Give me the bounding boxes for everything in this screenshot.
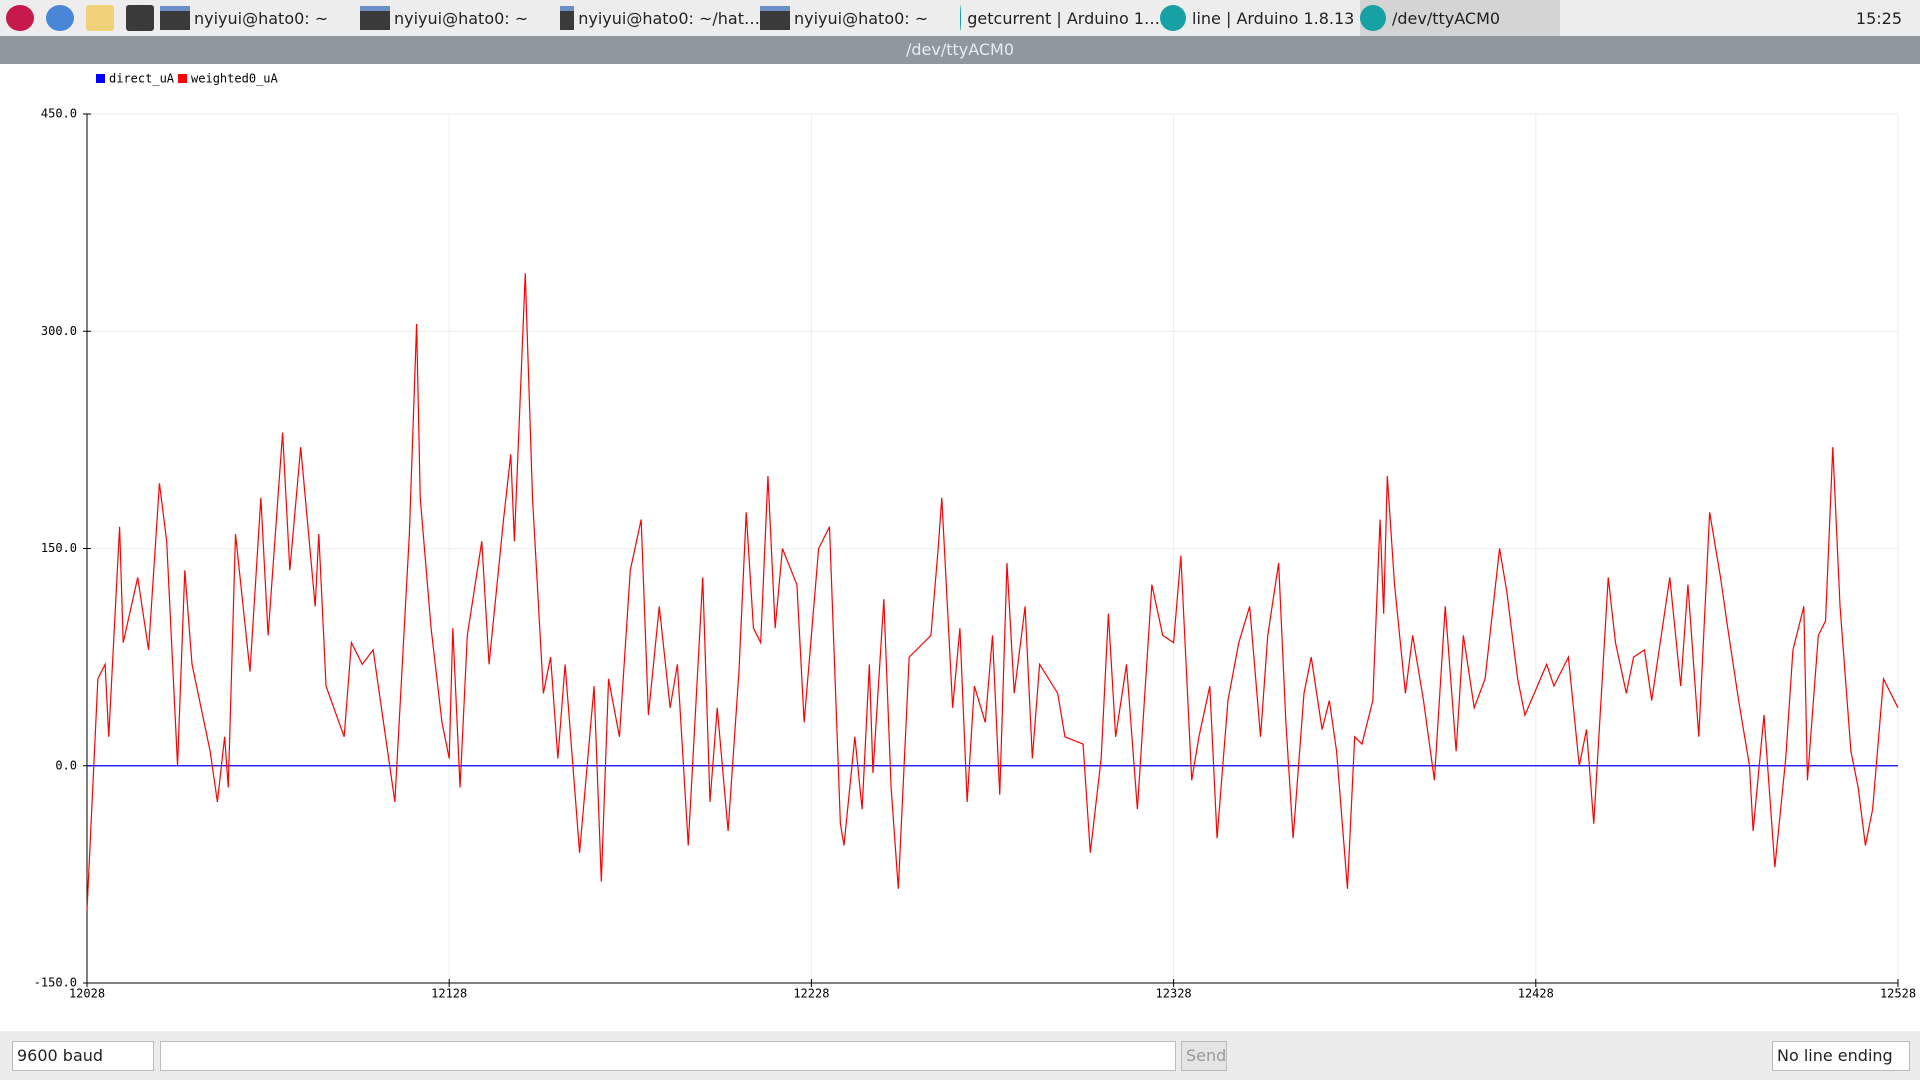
task[interactable]: nyiyui@hato0: ~ [360, 0, 560, 36]
baud-label: 9600 baud [17, 1046, 104, 1065]
task[interactable]: getcurrent | Arduino 1… [960, 0, 1160, 36]
legend-label: weighted0_uA [191, 72, 278, 86]
clock: 15:25 [1855, 9, 1902, 28]
task[interactable]: line | Arduino 1.8.13 [1160, 0, 1360, 36]
message-input[interactable] [160, 1041, 1176, 1071]
legend-swatch [96, 74, 105, 83]
terminal-icon[interactable] [126, 5, 154, 31]
series-line [86, 273, 1899, 911]
task-label: /dev/ttyACM0 [1392, 8, 1501, 28]
task-label: getcurrent | Arduino 1… [967, 8, 1160, 28]
control-bar: 9600 baud Send No line ending [0, 1031, 1920, 1080]
task[interactable]: nyiyui@hato0: ~ [760, 0, 960, 36]
task-label: nyiyui@hato0: ~ [394, 8, 529, 28]
task-label: nyiyui@hato0: ~/hat… [578, 8, 760, 28]
x-tick-label: 12028 [69, 987, 105, 1001]
line-ending-label: No line ending [1777, 1046, 1893, 1065]
y-tick-label: -150.0 [34, 976, 77, 990]
task[interactable]: /dev/ttyACM0 [1360, 0, 1560, 36]
y-tick-label: 150.0 [41, 541, 77, 555]
line-ending-select[interactable]: No line ending [1772, 1041, 1910, 1071]
x-tick-label: 12428 [1518, 987, 1554, 1001]
legend-swatch [178, 74, 188, 83]
send-label: Send [1186, 1046, 1227, 1065]
x-tick-label: 12128 [431, 987, 467, 1001]
y-tick-label: 300.0 [41, 324, 77, 338]
taskbar: nyiyui@hato0: ~ nyiyui@hato0: ~ nyiyui@h… [0, 0, 1920, 36]
y-tick-label: 0.0 [55, 758, 77, 772]
menu-icon[interactable] [6, 5, 34, 31]
task-label: nyiyui@hato0: ~ [194, 8, 329, 28]
task-label: nyiyui@hato0: ~ [794, 8, 929, 28]
task[interactable]: nyiyui@hato0: ~/hat… [560, 0, 760, 36]
window-title: /dev/ttyACM0 [0, 36, 1920, 64]
task-label: line | Arduino 1.8.13 [1192, 8, 1355, 28]
x-tick-label: 12228 [793, 987, 829, 1001]
x-tick-label: 12328 [1156, 987, 1192, 1001]
browser-icon[interactable] [46, 5, 74, 31]
files-icon[interactable] [86, 5, 114, 31]
legend-label: direct_uA [109, 72, 175, 86]
y-tick-label: 450.0 [41, 107, 77, 121]
task[interactable]: nyiyui@hato0: ~ [160, 0, 360, 36]
send-button[interactable]: Send [1181, 1041, 1227, 1071]
x-tick-label: 12528 [1880, 987, 1916, 1001]
baud-select[interactable]: 9600 baud [12, 1041, 154, 1071]
